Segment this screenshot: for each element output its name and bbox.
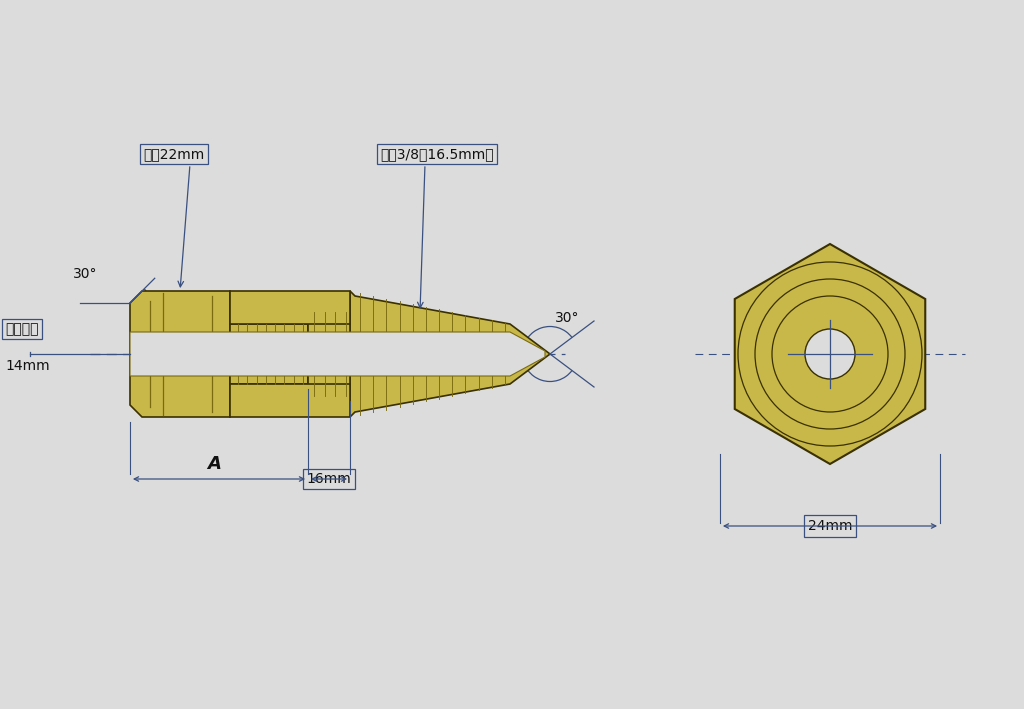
Text: 24mm: 24mm bbox=[808, 519, 852, 533]
Text: 30°: 30° bbox=[555, 311, 580, 325]
Text: 16mm: 16mm bbox=[306, 472, 351, 486]
Text: 30°: 30° bbox=[73, 267, 97, 281]
Polygon shape bbox=[130, 291, 230, 417]
Text: A: A bbox=[207, 455, 221, 473]
Polygon shape bbox=[350, 291, 550, 417]
Text: 外径3/8（16.5mm）: 外径3/8（16.5mm） bbox=[380, 147, 494, 161]
Bar bbox=[230, 324, 308, 384]
Circle shape bbox=[805, 329, 855, 379]
Polygon shape bbox=[735, 244, 926, 464]
Bar bbox=[230, 291, 350, 324]
Text: 軸受内径: 軸受内径 bbox=[5, 322, 39, 336]
Text: 外径22mm: 外径22mm bbox=[143, 147, 204, 161]
Text: 14mm: 14mm bbox=[5, 359, 49, 373]
Polygon shape bbox=[130, 332, 545, 376]
Bar bbox=[230, 384, 350, 417]
Bar bbox=[308, 312, 350, 396]
